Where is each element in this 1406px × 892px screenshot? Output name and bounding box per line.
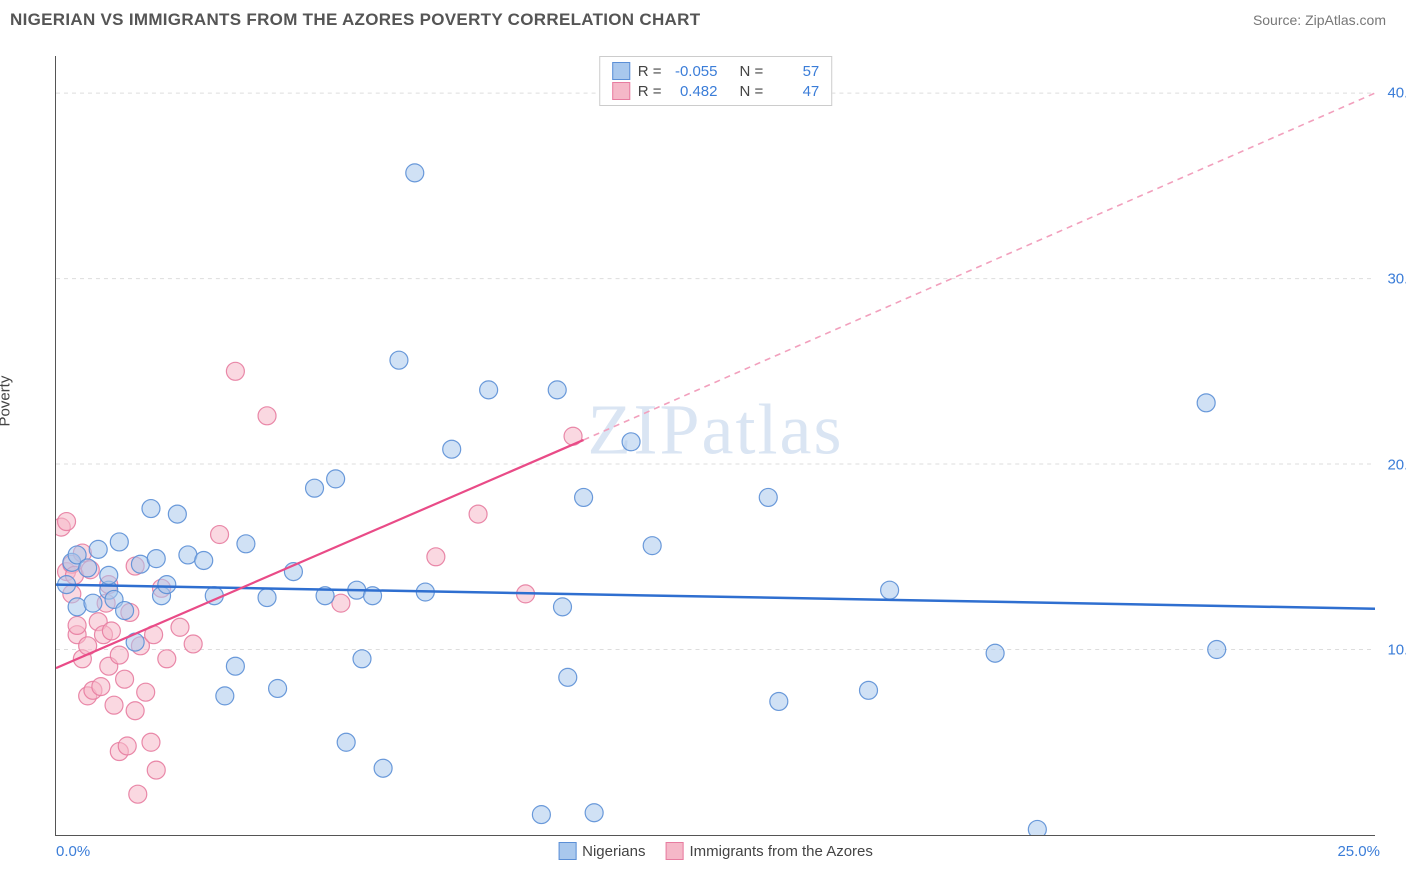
legend-swatch-azores <box>665 842 683 860</box>
x-tick-min: 0.0% <box>56 843 90 860</box>
legend-n-pink: 47 <box>771 83 819 100</box>
legend-swatch-pink <box>612 82 630 100</box>
series-legend: Nigerians Immigrants from the Azores <box>558 842 873 860</box>
legend-row-blue: R = -0.055 N = 57 <box>612 61 820 81</box>
y-axis-label: Poverty <box>0 376 14 427</box>
chart-title: NIGERIAN VS IMMIGRANTS FROM THE AZORES P… <box>10 10 700 30</box>
chart-container: Poverty ZIPatlas R = -0.055 N = 57 R = 0… <box>10 38 1396 858</box>
legend-r-blue: -0.055 <box>670 63 718 80</box>
legend-r-pink: 0.482 <box>670 83 718 100</box>
legend-label-azores: Immigrants from the Azores <box>689 843 872 860</box>
legend-n-label: N = <box>740 63 764 80</box>
x-tick-max: 25.0% <box>1337 843 1380 860</box>
legend-item-azores: Immigrants from the Azores <box>665 842 872 860</box>
source-label: Source: ZipAtlas.com <box>1253 12 1386 28</box>
y-tick: 10.0% <box>1387 642 1406 659</box>
legend-swatch-nigerians <box>558 842 576 860</box>
plot-area: ZIPatlas R = -0.055 N = 57 R = 0.482 N =… <box>55 56 1375 836</box>
scatter-svg <box>56 56 1375 835</box>
legend-item-nigerians: Nigerians <box>558 842 645 860</box>
legend-n-blue: 57 <box>771 63 819 80</box>
y-tick: 30.0% <box>1387 270 1406 287</box>
legend-r-label: R = <box>638 63 662 80</box>
y-tick: 40.0% <box>1387 85 1406 102</box>
legend-row-pink: R = 0.482 N = 47 <box>612 81 820 101</box>
legend-swatch-blue <box>612 62 630 80</box>
legend-label-nigerians: Nigerians <box>582 843 645 860</box>
y-tick: 20.0% <box>1387 456 1406 473</box>
header-bar: NIGERIAN VS IMMIGRANTS FROM THE AZORES P… <box>0 0 1406 38</box>
correlation-legend: R = -0.055 N = 57 R = 0.482 N = 47 <box>599 56 833 106</box>
